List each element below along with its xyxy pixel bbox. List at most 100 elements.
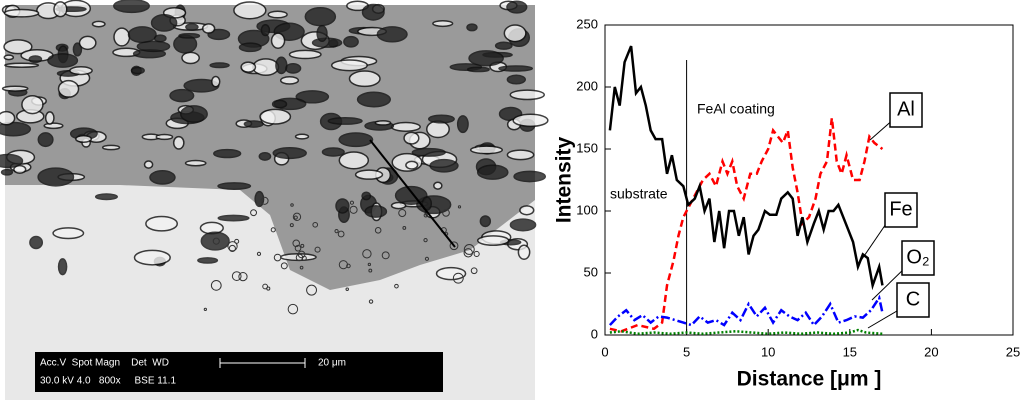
- series-line: [608, 45, 884, 291]
- texture-blob: [47, 53, 79, 68]
- texture-blob: [479, 215, 492, 228]
- texture-blob: [427, 114, 455, 124]
- texture-blob: [311, 37, 343, 48]
- texture-blob: [476, 235, 510, 246]
- pore: [290, 203, 294, 207]
- texture-blob: [240, 61, 257, 73]
- texture-blob: [3, 8, 40, 18]
- x-tick-label: 10: [761, 344, 775, 359]
- texture-blob: [127, 26, 157, 44]
- texture-blob: [75, 134, 93, 144]
- texture-blob: [354, 169, 384, 180]
- texture-blob: [209, 62, 230, 69]
- series-label: Fe: [889, 198, 912, 220]
- texture-blob: [425, 120, 450, 139]
- pore: [212, 237, 220, 245]
- pore: [424, 256, 430, 261]
- texture-blob: [509, 89, 546, 101]
- pore: [368, 268, 373, 273]
- texture-blob: [197, 257, 219, 264]
- info-values: 30.0 kV 4.0 800x BSE 11.1: [40, 376, 176, 387]
- texture-blob: [476, 164, 509, 180]
- pore: [423, 213, 428, 218]
- pore: [227, 241, 238, 252]
- pore: [346, 263, 351, 269]
- texture-blob: [200, 231, 230, 251]
- y-axis-label: Intensity: [553, 137, 576, 224]
- texture-blob: [338, 132, 374, 148]
- texture-blob: [113, 27, 131, 47]
- pore: [231, 271, 242, 281]
- label-box: [896, 282, 930, 318]
- pore: [210, 279, 222, 291]
- pore: [349, 205, 358, 214]
- texture-blob: [130, 66, 145, 75]
- texture-blob: [432, 19, 454, 28]
- texture-blob: [37, 167, 75, 187]
- series-label: O₂: [906, 246, 929, 268]
- pore: [367, 262, 371, 267]
- texture-blob: [271, 99, 288, 109]
- texture-blob: [411, 147, 446, 157]
- pore: [300, 243, 305, 248]
- pore: [250, 209, 258, 217]
- texture-blob: [374, 120, 392, 126]
- pore: [362, 249, 372, 259]
- texture-blob: [376, 26, 408, 43]
- x-tick-label: 25: [1006, 344, 1020, 359]
- texture-blob: [394, 185, 428, 205]
- texture-blob: [267, 10, 288, 19]
- texture-blob: [275, 56, 288, 75]
- texture-blob: [260, 23, 271, 37]
- pore: [293, 215, 298, 220]
- texture-blob: [69, 66, 93, 76]
- texture-blob: [72, 42, 83, 57]
- texture-blob: [469, 145, 504, 155]
- texture-blob: [316, 25, 328, 42]
- pore: [442, 209, 450, 217]
- texture-blob: [259, 108, 292, 125]
- pore: [297, 250, 306, 259]
- pore: [312, 221, 319, 228]
- texture-blob: [94, 193, 118, 201]
- texture-blob: [433, 181, 443, 190]
- texture-blob: [217, 182, 252, 190]
- y-tick-label: 200: [576, 78, 598, 93]
- texture-blob: [37, 132, 54, 148]
- pore: [203, 307, 207, 311]
- texture-blob: [57, 79, 80, 98]
- y-tick-label: 100: [576, 202, 598, 217]
- texture-blob: [343, 35, 359, 48]
- texture-blob: [509, 218, 537, 232]
- pore: [473, 250, 480, 258]
- label-box: [901, 240, 935, 276]
- pore: [423, 237, 428, 243]
- pore: [256, 251, 262, 256]
- texture-blob: [101, 144, 121, 151]
- y-tick-label: 50: [584, 264, 598, 279]
- texture-blob: [512, 113, 549, 128]
- pore: [238, 271, 248, 282]
- series-label: Al: [897, 98, 915, 120]
- texture-blob: [150, 14, 178, 32]
- pore: [292, 212, 302, 222]
- texture-blob: [53, 1, 68, 18]
- texture-blob: [0, 168, 14, 176]
- texture-blob: [43, 122, 64, 130]
- info-bar: [35, 352, 443, 392]
- texture-blob: [330, 59, 369, 72]
- texture-blob: [3, 54, 15, 61]
- info-header: Acc.V Spot Magn Det WD: [40, 358, 169, 369]
- texture-blob: [466, 66, 490, 73]
- pore: [270, 227, 276, 233]
- pore: [394, 283, 399, 289]
- texture-blob: [169, 88, 195, 103]
- pore: [463, 244, 475, 255]
- texture-blob: [364, 205, 388, 218]
- annotation: substrate: [610, 186, 668, 202]
- coating-area: [5, 5, 535, 290]
- pore: [470, 267, 478, 275]
- texture-blob: [57, 258, 68, 276]
- pore: [280, 262, 288, 270]
